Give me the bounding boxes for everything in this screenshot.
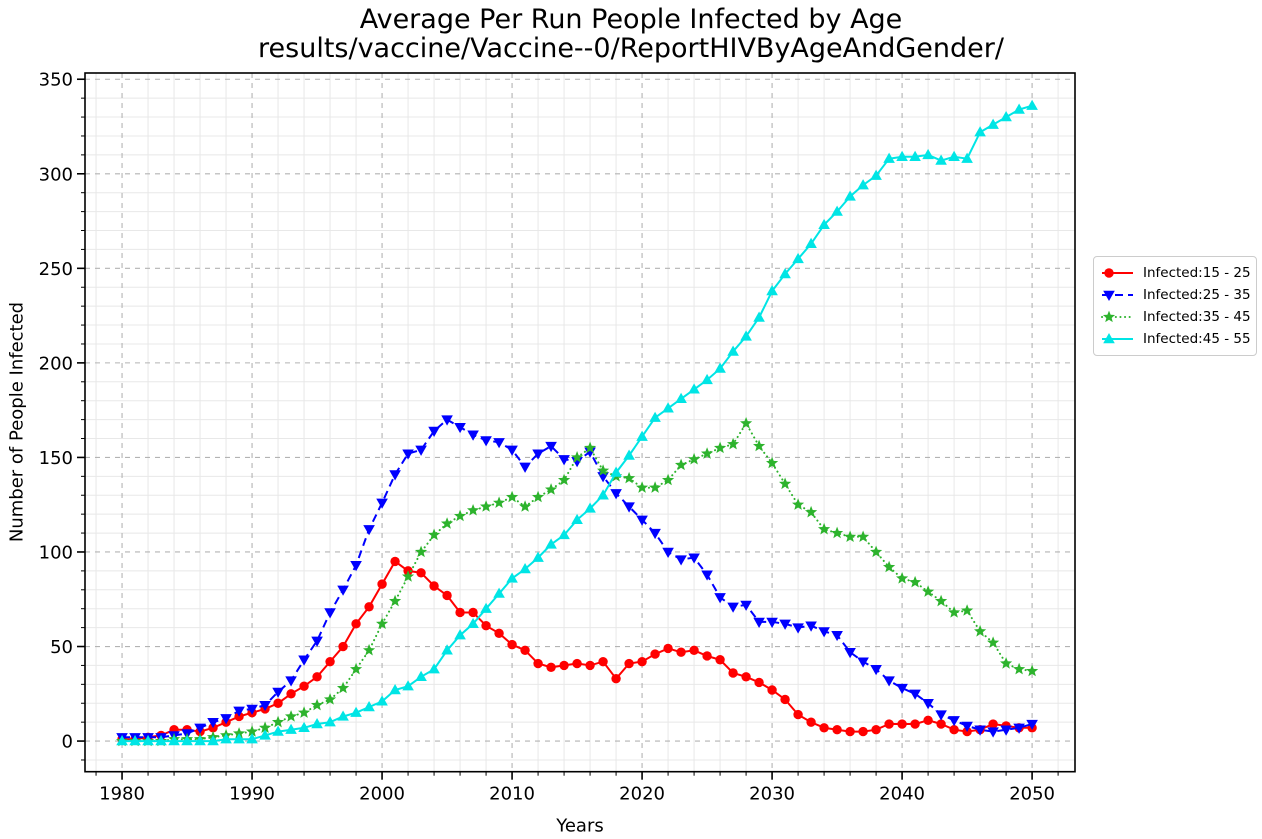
series-line xyxy=(122,559,1033,741)
chart-title: Average Per Run People Infected by Age r… xyxy=(0,5,1262,63)
series-infected-15-25 xyxy=(117,556,1037,744)
legend-label: Infected:25 - 35 xyxy=(1143,287,1251,303)
legend-label: Infected:15 - 25 xyxy=(1143,265,1251,281)
legend-sample xyxy=(1102,290,1133,301)
y-tick-label: 300 xyxy=(39,164,73,185)
chart-title-line1: Average Per Run People Infected by Age xyxy=(359,4,903,35)
legend-label: Infected:45 - 55 xyxy=(1143,331,1251,347)
grid-minor xyxy=(85,73,1075,772)
x-tick-label: 2020 xyxy=(619,784,665,805)
legend-item-infected-15-25: Infected:15 - 25 xyxy=(1100,262,1251,284)
y-tick-label: 150 xyxy=(39,448,73,469)
legend-sample xyxy=(1102,268,1133,278)
y-tick-label: 200 xyxy=(39,353,73,374)
y-tick-label: 250 xyxy=(39,259,73,280)
legend-item-infected-45-55: Infected:45 - 55 xyxy=(1100,328,1251,350)
axis-ticks: 1980 1990 2000 2010 2020 2030 2040 2050 0 50 100 15… xyxy=(39,70,1059,805)
y-tick-label: 100 xyxy=(39,542,73,563)
chart-title-line2: results/vaccine/Vaccine--0/ReportHIVByAg… xyxy=(258,33,1004,64)
legend-item-infected-35-45: Infected:35 - 45 xyxy=(1100,306,1251,328)
series-line xyxy=(121,421,1034,743)
y-tick-label: 350 xyxy=(39,70,73,91)
series-markers xyxy=(116,99,1038,746)
x-tick-label: 2000 xyxy=(359,784,405,805)
legend-sample xyxy=(1102,333,1133,344)
legend-label: Infected:35 - 45 xyxy=(1143,309,1251,325)
series-line xyxy=(122,104,1033,743)
y-tick-label: 50 xyxy=(50,637,73,658)
legend-sample xyxy=(1101,310,1134,323)
x-tick-label: 1980 xyxy=(99,784,145,805)
series-infected-45-55 xyxy=(116,99,1038,746)
series-markers xyxy=(117,556,1037,744)
x-axis-label: Years xyxy=(556,815,604,837)
x-tick-label: 2050 xyxy=(1009,784,1055,805)
y-tick-label: 0 xyxy=(62,732,73,753)
series-line xyxy=(122,418,1033,739)
legend-item-infected-25-35: Infected:25 - 35 xyxy=(1100,284,1251,306)
x-tick-label: 2030 xyxy=(749,784,795,805)
x-tick-label: 2040 xyxy=(879,784,925,805)
grid-major xyxy=(85,73,1075,772)
axes-spines xyxy=(84,72,1076,773)
legend: Infected:15 - 25 Infected:25 - 35 Infected… xyxy=(1093,256,1257,356)
x-tick-label: 1990 xyxy=(229,784,275,805)
x-tick-label: 2010 xyxy=(489,784,535,805)
y-axis-label: Number of People Infected xyxy=(6,301,28,543)
